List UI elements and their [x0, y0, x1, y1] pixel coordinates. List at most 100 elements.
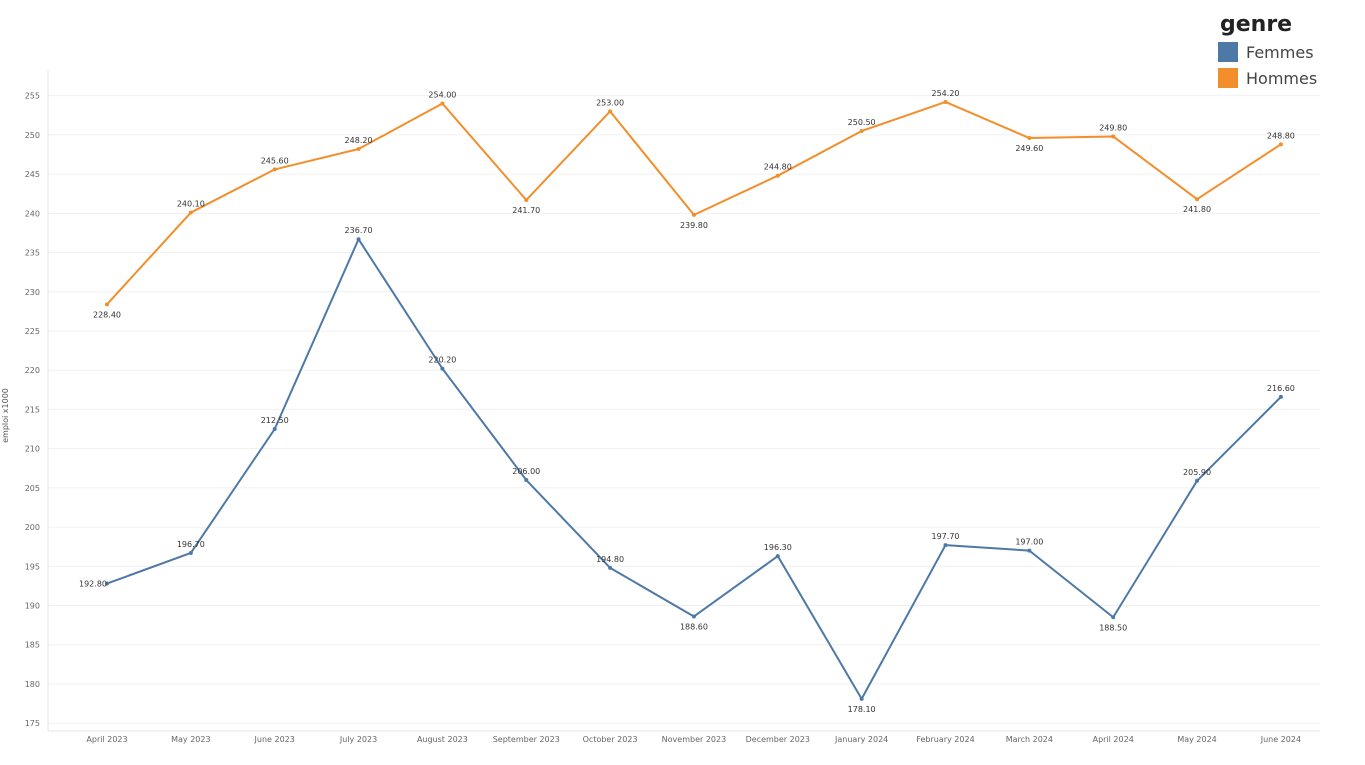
data-label: 240.10 [177, 200, 205, 209]
data-label: 241.80 [1183, 205, 1211, 214]
series-layer: 192.80 196.70 212.50 236.70 220.20 206.00 194.… [79, 89, 1295, 714]
data-label: 192.80 [79, 580, 107, 589]
data-point [188, 210, 193, 215]
data-label: 220.20 [428, 356, 456, 365]
data-point [440, 366, 445, 371]
legend-item-hommes[interactable]: Hommes [1218, 65, 1358, 91]
x-tick-label: July 2023 [339, 735, 377, 744]
data-point [1195, 478, 1200, 483]
data-point [1195, 197, 1200, 202]
data-point [943, 543, 948, 548]
legend-title: genre [1220, 12, 1293, 37]
data-point [356, 147, 361, 152]
x-tick-label: April 2023 [86, 735, 127, 744]
x-axis: April 2023 May 2023 June 2023 July 2023 Augu… [48, 730, 1320, 744]
data-label: 188.50 [1099, 623, 1127, 632]
y-tick-label: 225 [25, 327, 40, 336]
data-point [608, 565, 613, 570]
data-label: 248.20 [345, 136, 373, 145]
x-tick-label: January 2024 [834, 735, 888, 744]
legend-swatch-hommes [1218, 68, 1238, 88]
data-point [524, 478, 529, 483]
data-point [859, 128, 864, 133]
x-tick-label: February 2024 [916, 735, 974, 744]
data-label: 241.70 [512, 206, 540, 215]
data-label: 196.70 [177, 540, 205, 549]
y-tick-label: 185 [25, 641, 40, 650]
data-label: 249.80 [1099, 123, 1127, 132]
y-tick-label: 200 [25, 523, 40, 532]
y-tick-label: 175 [25, 719, 40, 728]
legend: genre Femmes Hommes [1218, 12, 1358, 91]
data-label: 206.00 [512, 467, 540, 476]
x-tick-label: March 2024 [1006, 735, 1053, 744]
data-label: 205.90 [1183, 468, 1211, 477]
data-point [691, 212, 696, 217]
y-tick-label: 250 [25, 131, 40, 140]
y-tick-label: 240 [25, 209, 40, 218]
data-point [105, 581, 109, 586]
y-tick-label: 205 [25, 484, 40, 493]
y-axis: 175 180 185 190 195 200 205 210 215 220 225 230 235 2… [25, 70, 49, 731]
data-label: 245.60 [261, 156, 289, 165]
data-point [105, 302, 109, 307]
data-point [188, 550, 193, 555]
data-label: 197.70 [932, 532, 960, 541]
data-point [608, 109, 613, 114]
data-point [1027, 548, 1032, 553]
data-point [1278, 142, 1283, 147]
y-tick-label: 210 [25, 445, 40, 454]
data-label: 254.00 [428, 91, 456, 100]
legend-label-femmes: Femmes [1246, 42, 1314, 62]
x-tick-label: May 2024 [1177, 735, 1216, 744]
data-label: 249.60 [1015, 144, 1043, 153]
legend-item-femmes[interactable]: Femmes [1218, 39, 1358, 65]
y-tick-label: 220 [25, 366, 40, 375]
y-axis-label: emploi x1000 [1, 388, 10, 443]
data-label: 196.30 [764, 543, 792, 552]
data-label: 254.20 [932, 89, 960, 98]
x-tick-label: August 2023 [417, 735, 468, 744]
data-label: 239.80 [680, 221, 708, 230]
x-tick-label: November 2023 [662, 735, 727, 744]
y-tick-label: 180 [25, 680, 40, 689]
data-label: 228.40 [93, 310, 121, 319]
data-label: 253.00 [596, 98, 624, 107]
y-tick-label: 195 [25, 562, 40, 571]
x-tick-label: December 2023 [746, 735, 810, 744]
data-point [691, 614, 696, 619]
data-point [943, 99, 948, 104]
x-tick-label: June 2024 [1260, 735, 1301, 744]
x-tick-label: April 2024 [1093, 735, 1134, 744]
data-label: 244.80 [764, 163, 792, 172]
y-tick-label: 255 [25, 92, 40, 101]
data-label: 188.60 [680, 622, 708, 631]
data-point [440, 101, 445, 106]
y-tick-label: 215 [25, 405, 40, 414]
data-point [859, 696, 864, 701]
data-label: 194.80 [596, 555, 624, 564]
data-label: 250.50 [848, 118, 876, 127]
data-point [356, 237, 361, 242]
data-point [1027, 136, 1032, 141]
gridlines [48, 95, 1320, 724]
data-label: 212.50 [261, 416, 289, 425]
x-tick-label: June 2023 [254, 735, 295, 744]
data-point [1278, 394, 1283, 399]
y-tick-label: 230 [25, 288, 40, 297]
legend-label-hommes: Hommes [1246, 68, 1318, 88]
data-point [272, 427, 277, 432]
series-hommes: 228.40 240.10 245.60 248.20 254.00 241.70 253.… [93, 89, 1295, 319]
series-femmes: 192.80 196.70 212.50 236.70 220.20 206.00 194.… [79, 226, 1295, 714]
data-point [775, 554, 780, 559]
y-tick-label: 245 [25, 170, 40, 179]
y-tick-label: 190 [25, 602, 40, 611]
data-label: 197.00 [1015, 538, 1043, 547]
data-label: 178.10 [848, 705, 876, 714]
x-tick-label: May 2023 [171, 735, 210, 744]
data-label: 248.80 [1267, 131, 1295, 140]
y-tick-label: 235 [25, 249, 40, 258]
data-label: 236.70 [345, 226, 373, 235]
data-point [524, 198, 529, 203]
